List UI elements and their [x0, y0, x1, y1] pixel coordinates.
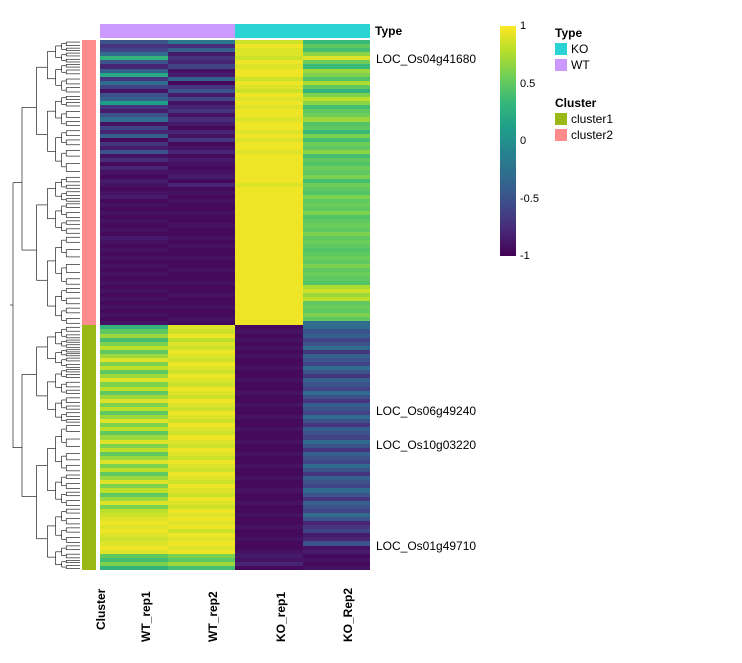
sample-label: WT_rep1: [139, 591, 153, 642]
legend-swatch: [555, 43, 567, 55]
sample-label: WT_rep2: [206, 591, 220, 642]
color-scale-bar: -1-0.500.51: [500, 26, 516, 256]
gene-label: LOC_Os04g41680: [376, 52, 476, 66]
legend-item: cluster2: [555, 128, 613, 142]
colorbar-tick: -0.5: [520, 193, 539, 205]
heatmap-column: [100, 40, 168, 570]
colorbar-tick: 1: [520, 20, 526, 32]
legend-type-title: Type: [555, 26, 590, 40]
gene-label: LOC_Os01g49710: [376, 539, 476, 553]
type-annotation-bar: [100, 24, 370, 38]
legend-cluster-title: Cluster: [555, 96, 613, 110]
sample-label: KO_Rep2: [341, 588, 355, 642]
heatmap-column: [168, 40, 236, 570]
heatmap-column: [303, 40, 371, 570]
legend-label: cluster2: [571, 128, 613, 142]
legend-label: cluster1: [571, 112, 613, 126]
row-dendrogram: [10, 40, 80, 570]
type-annotation-label: Type: [375, 24, 402, 38]
gene-label: LOC_Os06g49240: [376, 404, 476, 418]
legend-cluster: Cluster cluster1 cluster2: [555, 96, 613, 142]
colorbar-tick: 0.5: [520, 78, 535, 90]
legend-item: WT: [555, 58, 590, 72]
cluster-annotation-label: Cluster: [94, 589, 108, 630]
legend-swatch: [555, 129, 567, 141]
cluster-annotation-bar: [82, 40, 96, 570]
legend-type: Type KO WT: [555, 26, 590, 72]
colorbar-tick: 0: [520, 135, 526, 147]
sample-label: KO_rep1: [274, 592, 288, 642]
legend-swatch: [555, 113, 567, 125]
gene-label: LOC_Os10g03220: [376, 438, 476, 452]
legend-item: KO: [555, 42, 590, 56]
legend-item: cluster1: [555, 112, 613, 126]
heatmap-column: [235, 40, 303, 570]
legend-label: KO: [571, 42, 588, 56]
heatmap-body: [100, 40, 370, 570]
heatmap-figure: Type LOC_Os04g41680 LOC_Os06g49240 LOC_Os1…: [0, 0, 742, 663]
colorbar-tick: -1: [520, 250, 530, 262]
legend-label: WT: [571, 58, 590, 72]
legend-swatch: [555, 59, 567, 71]
